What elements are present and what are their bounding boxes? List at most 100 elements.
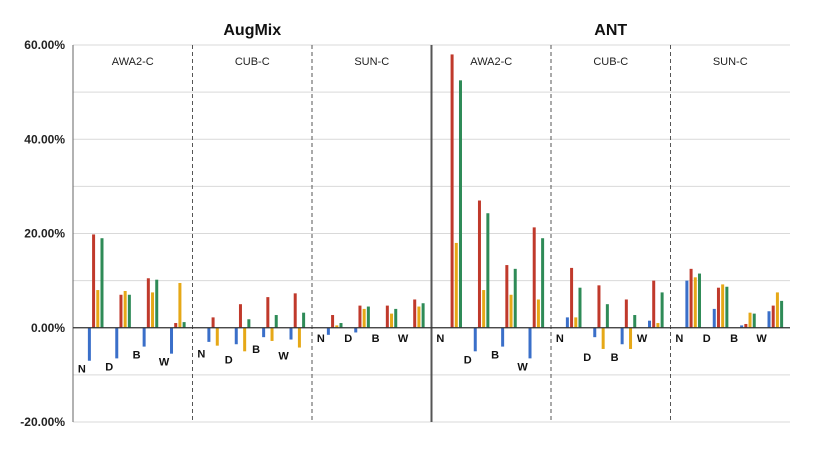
bar-blue: [262, 327, 266, 338]
bar-red: [570, 267, 574, 328]
category-label: N: [317, 333, 325, 345]
bar-green: [633, 315, 637, 328]
bar-yellow: [151, 292, 155, 328]
category-label: B: [611, 352, 619, 364]
bar-blue: [740, 325, 744, 328]
bar-yellow: [362, 308, 366, 328]
bar-green: [155, 279, 159, 328]
panel-title: AugMix: [223, 22, 281, 39]
bar-blue: [685, 280, 689, 328]
bar-green: [366, 306, 370, 328]
bar-green: [182, 322, 186, 328]
bar-red: [92, 234, 96, 328]
bar-yellow: [390, 313, 394, 328]
bar-yellow: [775, 292, 779, 328]
bar-yellow: [417, 306, 421, 328]
bar-blue: [593, 327, 597, 338]
bar-blue: [648, 320, 652, 328]
y-tick-label: 60.00%: [24, 38, 65, 52]
bar-green: [274, 315, 278, 328]
bar-red: [331, 315, 335, 328]
bar-red: [293, 293, 297, 328]
bar-green: [541, 238, 545, 328]
bar-blue: [528, 327, 532, 359]
bar-yellow: [748, 312, 752, 328]
category-label: D: [225, 354, 233, 366]
bar-red: [744, 323, 748, 328]
bar-green: [605, 304, 609, 328]
bar-green: [513, 268, 517, 328]
category-label: B: [133, 350, 141, 362]
bar-green: [752, 313, 756, 328]
category-label: B: [252, 344, 260, 356]
bar-green: [486, 213, 490, 328]
bar-red: [174, 323, 178, 328]
bar-blue: [767, 311, 771, 328]
category-label: N: [436, 333, 444, 345]
bar-green: [127, 294, 131, 328]
bar-yellow: [629, 327, 633, 349]
bar-green: [302, 312, 306, 328]
bar-blue: [354, 327, 358, 333]
bar-green: [725, 286, 729, 328]
dataset-label: CUB-C: [593, 56, 628, 68]
bar-red: [505, 265, 509, 328]
bar-green: [578, 287, 582, 328]
bar-red: [689, 268, 693, 328]
bar-yellow: [601, 327, 605, 349]
category-label: N: [675, 333, 683, 345]
bar-yellow: [215, 327, 219, 346]
category-label: W: [278, 351, 289, 363]
y-tick-label: 20.00%: [24, 227, 65, 241]
bar-blue: [234, 327, 238, 345]
bar-red: [532, 227, 536, 328]
bar-red: [146, 278, 150, 328]
y-tick-label: -20.00%: [20, 415, 65, 429]
category-label: N: [556, 333, 564, 345]
bar-yellow: [721, 284, 725, 328]
bar-blue: [207, 327, 211, 342]
bar-blue: [289, 327, 293, 340]
y-tick-label: 0.00%: [31, 321, 65, 335]
category-label: N: [78, 364, 86, 376]
bar-blue: [170, 327, 174, 354]
category-label: B: [372, 333, 380, 345]
bar-red: [266, 297, 270, 328]
dataset-label: SUN-C: [713, 56, 748, 68]
bar-yellow: [536, 299, 540, 328]
bar-green: [339, 323, 343, 328]
category-label: D: [583, 352, 591, 364]
bar-red: [597, 285, 601, 328]
category-label: W: [159, 357, 170, 369]
dataset-label: AWA2-C: [470, 56, 512, 68]
bar-yellow: [454, 242, 458, 328]
panel-title: ANT: [594, 22, 627, 39]
bar-blue: [142, 327, 146, 347]
bar-blue: [87, 327, 91, 361]
bar-yellow: [96, 290, 100, 328]
bar-red: [413, 299, 417, 328]
bar-yellow: [178, 282, 182, 328]
bar-blue: [565, 317, 569, 328]
category-label: W: [637, 333, 648, 345]
bar-red: [624, 299, 628, 328]
category-label: D: [464, 354, 472, 366]
bar-green: [100, 238, 104, 328]
bar-yellow: [243, 327, 247, 352]
bar-yellow: [123, 290, 127, 328]
bar-red: [119, 294, 123, 328]
bar-yellow: [693, 277, 697, 328]
category-label: B: [730, 333, 738, 345]
y-tick-label: 40.00%: [24, 132, 65, 146]
bar-green: [458, 80, 462, 328]
bar-blue: [620, 327, 624, 345]
bar-red: [450, 54, 454, 328]
bar-green: [660, 292, 664, 328]
bar-red: [385, 305, 389, 328]
bar-green: [421, 303, 425, 328]
bar-blue: [115, 327, 119, 359]
bar-red: [211, 317, 215, 328]
bar-blue: [712, 308, 716, 328]
category-label: W: [398, 333, 409, 345]
